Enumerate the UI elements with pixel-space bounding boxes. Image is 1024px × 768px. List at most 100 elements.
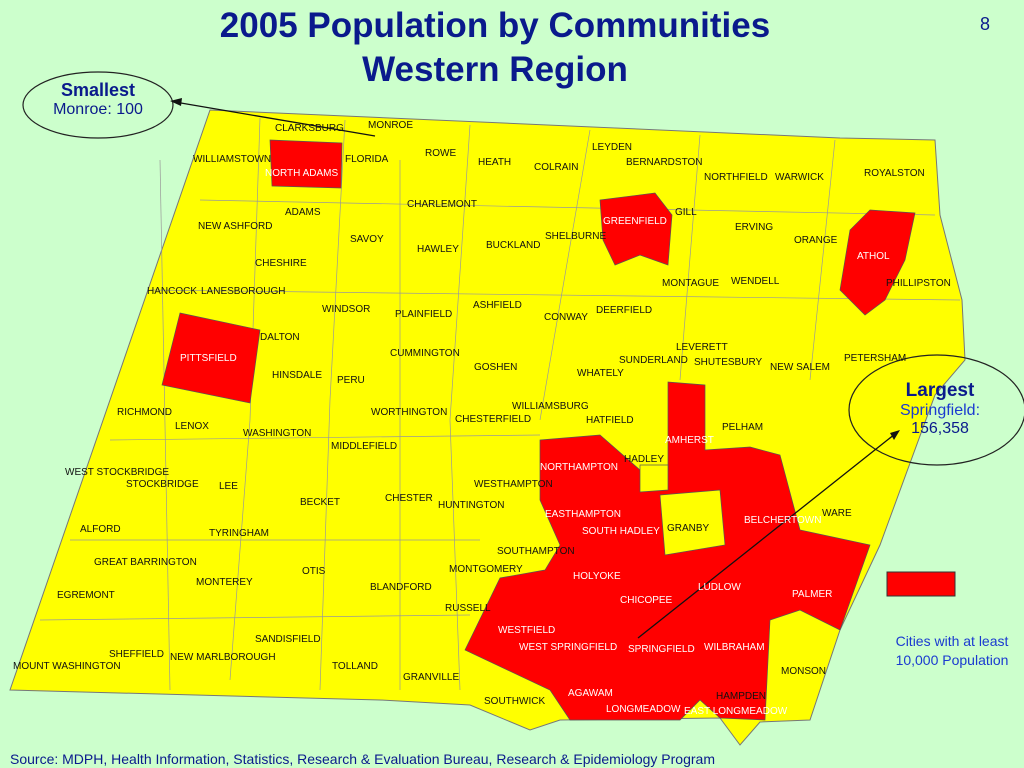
town-label: PERU [337, 375, 365, 386]
town-label: NORTH ADAMS [265, 168, 339, 179]
town-label: RICHMOND [117, 407, 172, 418]
town-label: MOUNT WASHINGTON [13, 661, 121, 672]
largest-arrow [637, 433, 896, 639]
town-label: GRANBY [667, 523, 710, 534]
town-label: MONTGOMERY [449, 564, 523, 575]
town-label: PHILLIPSTON [886, 278, 951, 289]
town-label: BLANDFORD [370, 582, 432, 593]
town-label: GRANVILLE [403, 672, 460, 683]
town-label: CONWAY [544, 312, 588, 323]
slide-number: 8 [980, 14, 991, 34]
city-athol [839, 209, 916, 316]
town-label: WILLIAMSTOWN [193, 154, 272, 165]
town-label: NEW SALEM [770, 362, 831, 373]
town-label: SOUTHAMPTON [497, 546, 575, 557]
town-label: WORTHINGTON [371, 407, 448, 418]
town-label: ROYALSTON [864, 168, 925, 179]
town-label: SANDISFIELD [255, 634, 321, 645]
town-label: FLORIDA [345, 154, 389, 165]
town-label: ATHOL [857, 251, 890, 262]
title-line-1: 2005 Population by Communities [219, 6, 771, 45]
town-label: BUCKLAND [486, 240, 541, 251]
town-label: HINSDALE [272, 370, 323, 381]
source-note: Source: MDPH, Health Information, Statis… [10, 751, 715, 767]
town-label: ROWE [425, 148, 457, 159]
town-label: ALFORD [80, 524, 121, 535]
town-label: HAMPDEN [716, 691, 767, 702]
town-label: EASTHAMPTON [545, 509, 621, 520]
town-label: WILBRAHAM [704, 642, 765, 653]
town-label: ERVING [735, 222, 774, 233]
town-label: MONSON [781, 666, 826, 677]
town-label: SUNDERLAND [619, 355, 688, 366]
town-label: MONROE [368, 120, 413, 131]
town-label: WESTHAMPTON [474, 479, 553, 490]
town-label: SPRINGFIELD [628, 644, 695, 655]
town-label: WEST SPRINGFIELD [519, 642, 618, 653]
town-label: WARE [822, 508, 852, 519]
town-label: BELCHERTOWN [744, 515, 822, 526]
town-label: CUMMINGTON [390, 348, 460, 359]
town-label: PALMER [792, 589, 833, 600]
town-label: COLRAIN [534, 162, 579, 173]
town-label: BERNARDSTON [626, 157, 703, 168]
town-label: PETERSHAM [844, 353, 907, 364]
town-label: CHESTER [385, 493, 433, 504]
largest-heading: Largest [905, 380, 975, 401]
smallest-heading: Smallest [60, 80, 136, 100]
town-label: MONTAGUE [662, 278, 720, 289]
town-label: EAST LONGMEADOW [684, 706, 788, 717]
town-label: TOLLAND [332, 661, 378, 672]
town-label: PLAINFIELD [395, 309, 453, 320]
town-label: NORTHFIELD [704, 172, 768, 183]
town-borders [39, 117, 961, 691]
largest-callout-ellipse [848, 354, 1024, 466]
town-label: WEST STOCKBRIDGE [65, 467, 170, 478]
town-label: CHICOPEE [620, 595, 673, 606]
town-label: SAVOY [350, 234, 384, 245]
city-north-adams [269, 139, 343, 189]
town-label: CHARLEMONT [407, 199, 478, 210]
city-greenfield [599, 192, 673, 266]
town-label: SHELBURNE [545, 231, 607, 242]
town-label: WESTFIELD [498, 625, 556, 636]
city-pittsfield [161, 312, 261, 404]
town-label: LEE [219, 481, 238, 492]
smallest-text: Monroe: 100 [53, 101, 143, 118]
legend-label: Cities with at least 10,000 Population [872, 632, 1024, 670]
smallest-arrow [174, 101, 376, 137]
arrowhead-icon [890, 430, 900, 440]
town-label: HADLEY [624, 454, 665, 465]
town-label: MIDDLEFIELD [331, 441, 398, 452]
town-label: AMHERST [665, 435, 714, 446]
town-label: HATFIELD [586, 415, 634, 426]
town-label: BECKET [300, 497, 341, 508]
town-label: DEERFIELD [596, 305, 653, 316]
largest-callout: Largest Springfield: 156,358 [870, 380, 1010, 438]
largest-line-2: 156,358 [911, 420, 969, 437]
smallest-callout-ellipse [22, 71, 174, 139]
town-label: GREAT BARRINGTON [94, 557, 197, 568]
town-label: LEVERETT [676, 342, 728, 353]
town-label: ASHFIELD [473, 300, 522, 311]
town-label: HOLYOKE [573, 571, 621, 582]
town-label: GILL [675, 207, 697, 218]
town-label: WINDSOR [322, 304, 371, 315]
town-label: ORANGE [794, 235, 838, 246]
town-label: DALTON [260, 332, 300, 343]
town-label: LUDLOW [698, 582, 741, 593]
legend-line-2: 10,000 Population [895, 652, 1009, 668]
legend-line-1: Cities with at least [895, 633, 1009, 649]
town-label: NEW ASHFORD [198, 221, 273, 232]
town-label: HEATH [478, 157, 512, 168]
town-label: HANCOCK [147, 286, 198, 297]
town-label: LEYDEN [592, 142, 633, 153]
town-label: LONGMEADOW [606, 704, 681, 715]
largest-line-1: Springfield: [899, 402, 981, 419]
town-label: WILLIAMSBURG [512, 401, 589, 412]
town-label: EGREMONT [57, 590, 115, 601]
smallest-callout: Smallest Monroe: 100 [30, 80, 166, 119]
legend-swatch [886, 571, 956, 597]
town-label: LENOX [175, 421, 209, 432]
town-label: NEW MARLBOROUGH [170, 652, 276, 663]
